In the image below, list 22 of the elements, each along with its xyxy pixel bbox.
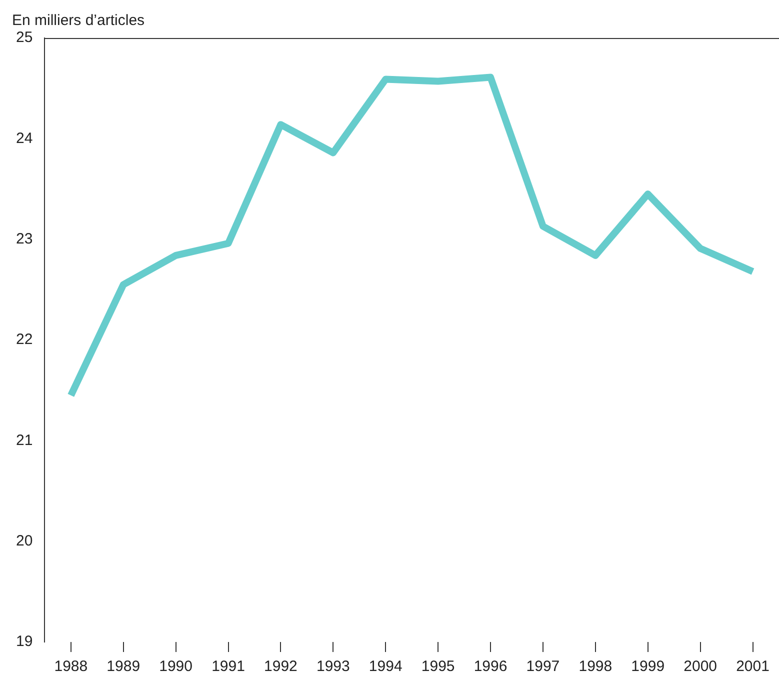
y-tick-label: 24 — [16, 130, 33, 147]
x-tick-label: 1989 — [106, 658, 140, 676]
y-tick-label: 19 — [16, 633, 33, 650]
x-tick-label: 1990 — [159, 658, 192, 676]
x-tick-label: 1992 — [264, 658, 298, 676]
x-tick-label: 2000 — [684, 658, 718, 676]
x-tick-label: 1996 — [474, 658, 508, 676]
x-tick-label: 1995 — [421, 658, 455, 676]
x-tick-label: 1988 — [54, 658, 88, 676]
x-tick-label: 1997 — [526, 658, 560, 676]
x-tick-label: 1998 — [578, 658, 612, 676]
x-tick-label: 1991 — [212, 658, 245, 676]
x-tick-label: 2001 — [736, 658, 770, 676]
y-axis-title: En milliers d’articles — [12, 12, 145, 29]
x-tick-label: 1999 — [631, 658, 665, 676]
y-tick-label: 23 — [16, 230, 33, 248]
y-tick-label: 20 — [16, 532, 33, 550]
x-tick-label: 1994 — [368, 658, 402, 676]
y-tick-label: 21 — [16, 432, 33, 449]
x-tick-label: 1993 — [316, 658, 350, 676]
y-tick-label: 25 — [16, 29, 33, 46]
y-tick-label: 22 — [16, 331, 33, 348]
